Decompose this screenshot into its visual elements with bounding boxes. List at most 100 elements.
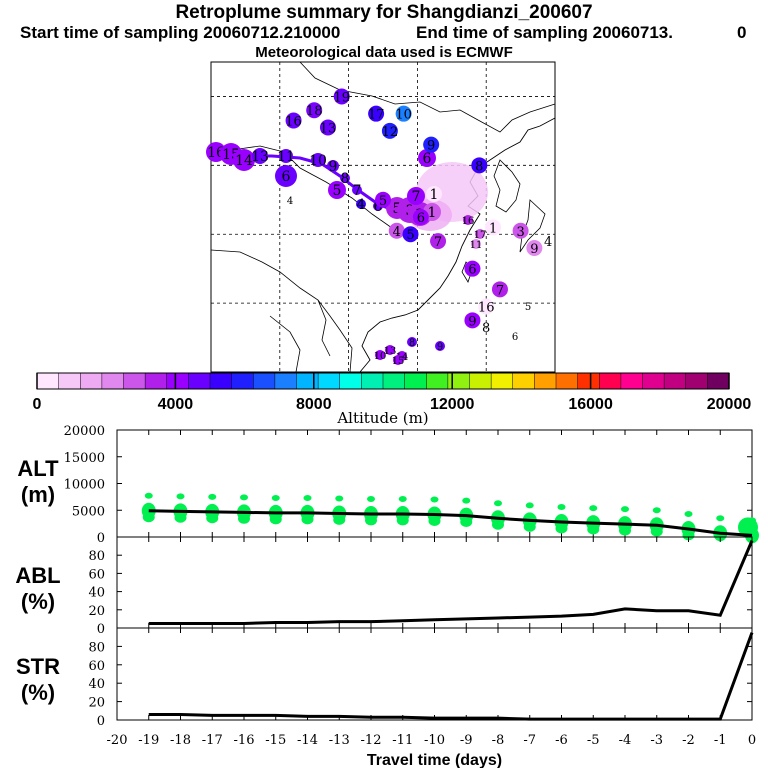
end-time-label: End time of sampling 20060713. — [416, 23, 673, 42]
trajectory-marker — [279, 149, 293, 163]
plume-point — [463, 215, 473, 225]
colorbar-segment — [534, 373, 557, 389]
abl-line — [148, 540, 754, 625]
x-tick-label: -2 — [682, 733, 695, 748]
colorbar-segment — [253, 373, 276, 389]
trajectory-marker — [328, 181, 346, 199]
colorbar-tick-label: 20000 — [707, 396, 752, 413]
trajectory-marker — [311, 153, 325, 167]
plume-point — [412, 209, 429, 225]
trajectory-marker — [233, 149, 255, 171]
colorbar-segment — [37, 373, 60, 389]
trajectory-marker-label: 14 — [235, 153, 253, 169]
plume-point-label: 8 — [409, 338, 415, 349]
colorbar-tick-label: 16000 — [568, 396, 613, 413]
altitude-spread-mark — [652, 507, 661, 514]
plume-point — [381, 122, 398, 139]
trajectory-marker — [340, 173, 350, 183]
altitude-spread-mark — [462, 497, 471, 504]
trajectory-marker-label: 11 — [277, 149, 295, 165]
trajectory-marker-label: 4 — [357, 197, 366, 213]
altitude-spread-mark — [240, 494, 248, 501]
panel-alt: 20000 15000 10000 5000 0 ALT(m) — [17, 424, 759, 546]
plume-point — [385, 345, 395, 355]
colorbar: 0 4000 8000 12000 16000 20000 Altitude (m) — [33, 372, 752, 427]
altitude-spread-mark — [333, 514, 346, 525]
x-tick-label: -1 — [714, 733, 727, 748]
colorbar-segment — [599, 373, 622, 389]
colorbar-segment — [556, 373, 579, 389]
x-tick-label: -8 — [492, 733, 505, 748]
colorbar-segment — [404, 373, 427, 389]
plume-point-label: 6 — [417, 211, 425, 226]
y-tick-label: 80 — [88, 549, 105, 564]
colorbar-segment — [512, 373, 535, 389]
plume-point-label: 12 — [382, 125, 399, 140]
trajectory-marker-label: 5 — [393, 201, 402, 217]
altitude-spread-mark — [555, 523, 568, 534]
x-tick-label: -18 — [170, 733, 191, 748]
plume-point — [475, 229, 485, 239]
altitude-spread-mark — [269, 514, 282, 525]
plume-point — [306, 102, 323, 119]
panel-label-unit: (%) — [21, 680, 55, 705]
altitude-spread-mark — [142, 512, 155, 523]
altitude-spread-mark — [367, 496, 375, 503]
y-tick-label: 15000 — [64, 451, 105, 466]
y-tick-label: 60 — [88, 659, 105, 674]
trajectory-marker-label: 13 — [251, 149, 269, 165]
panel-label: ALT — [17, 456, 59, 481]
plume-point-label: 18 — [306, 104, 323, 119]
plume-point-label: 15 — [392, 356, 405, 367]
x-tick-label: -16 — [234, 733, 255, 748]
colorbar-segment — [620, 373, 643, 389]
plume-point-label: 8 — [482, 321, 490, 336]
altitude-spread-mark — [589, 505, 598, 512]
plume-point — [375, 350, 385, 360]
panel-label-unit: (m) — [21, 482, 55, 507]
trajectory-marker — [352, 185, 362, 195]
colorbar-segment — [188, 373, 211, 389]
plume-point-label: 11 — [470, 240, 483, 251]
plume-point — [512, 222, 529, 239]
altitude-spread-mark — [494, 500, 502, 507]
altitude-spread-mark — [650, 526, 663, 537]
map-coastline-japan — [519, 199, 546, 253]
y-tick-label: 80 — [88, 640, 105, 655]
colorbar-segment — [685, 373, 708, 389]
colorbar-segment — [383, 373, 406, 389]
plume-point — [471, 157, 488, 174]
met-data-label: Meteorological data used is ECMWF — [255, 44, 513, 61]
plume-point — [393, 355, 403, 365]
colorbar-tick-label: 4000 — [158, 396, 194, 413]
x-tick-label: -6 — [555, 733, 568, 748]
altitude-spread-mark — [303, 494, 312, 501]
plume-point-label: 3 — [516, 225, 524, 240]
panel-label-unit: (%) — [21, 589, 55, 614]
colorbar-segment — [361, 373, 384, 389]
plume-point-label: 4 — [287, 196, 293, 207]
colorbar-segment — [145, 373, 168, 389]
colorbar-segment — [707, 373, 730, 389]
trajectory-marker-label: 6 — [423, 151, 432, 167]
colorbar-segment — [642, 373, 665, 389]
plume-point — [491, 281, 508, 298]
start-time-label: Start time of sampling 20060712.210000 — [20, 23, 341, 42]
colorbar-segment — [58, 373, 81, 389]
altitude-spread-mark — [335, 495, 344, 502]
altitude-spread-mark — [523, 521, 536, 532]
trajectory-marker-label: 10 — [309, 153, 327, 169]
map-border — [210, 249, 353, 373]
x-tick-label: -7 — [523, 733, 536, 748]
plume-point — [526, 240, 543, 256]
x-tick-label: -12 — [361, 733, 382, 748]
y-tick-label: 0 — [97, 622, 105, 637]
x-tick-label: -14 — [297, 733, 318, 748]
plume-point-label: 9 — [437, 342, 443, 353]
plume-point-label: 9 — [427, 139, 435, 154]
altitude-spread-mark — [208, 493, 217, 500]
x-tick-label: -10 — [424, 733, 445, 748]
colorbar-segment — [447, 373, 470, 389]
plume-point-label: 16 — [462, 216, 475, 227]
